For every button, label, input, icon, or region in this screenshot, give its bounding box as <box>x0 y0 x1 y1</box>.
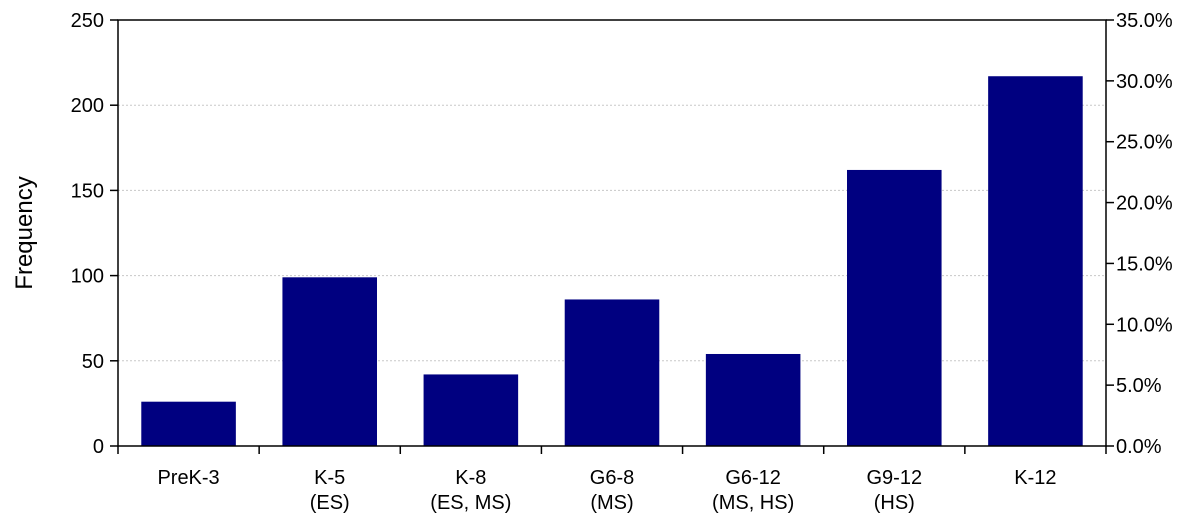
y2-tick-label: 35.0% <box>1116 10 1173 32</box>
x-tick-label-line: K-12 <box>1014 467 1056 489</box>
bar <box>564 299 660 446</box>
x-tick-label: K-5 (ES) <box>310 467 350 514</box>
bar <box>847 169 942 446</box>
x-tick-label: G9-12 (HS) <box>866 467 922 514</box>
y2-tick-label: 0.0% <box>1116 436 1162 458</box>
x-tick-label-line: PreK-3 <box>157 467 219 489</box>
y-axis-title: Frequency <box>11 176 38 289</box>
x-tick-label: K-8 (ES, MS) <box>430 467 511 514</box>
x-tick-label: PreK-3 <box>157 467 219 489</box>
y2-tick-label: 25.0% <box>1116 132 1173 154</box>
y2-tick-label: 15.0% <box>1116 253 1173 275</box>
x-tick-label-line: G6-12 <box>725 467 781 489</box>
y-tick-label: 200 <box>71 95 104 117</box>
x-tick-label: G6-8 (MS) <box>590 467 634 514</box>
y-tick-label: 0 <box>93 436 104 458</box>
x-tick-label-line: (ES, MS) <box>430 492 511 514</box>
bars <box>141 76 1083 447</box>
bar <box>705 353 801 446</box>
x-tick-label-line: (MS) <box>590 492 633 514</box>
plot-area-border <box>117 19 1107 447</box>
left-axis: 0 50 100 150 200 250 <box>71 10 118 458</box>
x-tick-label: K-12 <box>1014 467 1056 489</box>
x-tick-label-line: K-8 <box>455 467 486 489</box>
y2-tick-label: 5.0% <box>1116 375 1162 397</box>
y2-tick-label: 10.0% <box>1116 314 1173 336</box>
y2-tick-label: 30.0% <box>1116 71 1173 93</box>
x-tick-label-line: K-5 <box>314 467 345 489</box>
x-axis: PreK-3 K-5 (ES) K-8 (ES, MS) G6-8 (MS) G6-12 (MS… <box>117 446 1107 514</box>
y2-tick-label: 20.0% <box>1116 193 1173 215</box>
bar <box>282 277 377 446</box>
right-axis: 0.0% 5.0% 10.0% 15.0% 20.0% 25.0% 30.0% 35.0% <box>1106 10 1173 458</box>
x-tick-label-line: G6-8 <box>590 467 634 489</box>
y-tick-label: 250 <box>71 10 104 32</box>
x-tick-label-line: (ES) <box>310 492 350 514</box>
x-tick-label-line: (MS, HS) <box>712 492 794 514</box>
y-tick-label: 50 <box>82 351 104 373</box>
x-tick-label: G6-12 (MS, HS) <box>712 467 794 514</box>
x-tick-label-line: (HS) <box>874 492 915 514</box>
x-tick-label-line: G9-12 <box>866 467 922 489</box>
y-tick-label: 100 <box>71 266 104 288</box>
bar <box>423 374 519 446</box>
bar <box>988 76 1083 447</box>
bar <box>141 401 236 446</box>
y-tick-label: 150 <box>71 180 104 202</box>
